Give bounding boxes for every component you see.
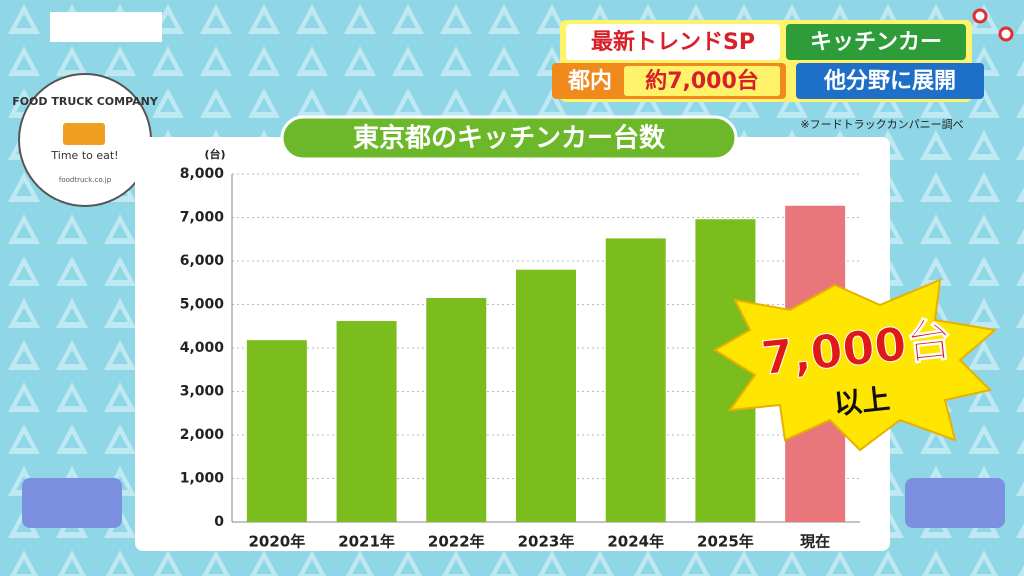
bar [246, 340, 307, 522]
y-tick-label: 0 [214, 514, 224, 530]
x-tick-label: 2025年 [697, 533, 754, 551]
tag-text: 都内 [567, 69, 612, 94]
y-tick-label: 1,000 [180, 471, 225, 487]
x-tick-label: 現在 [800, 533, 830, 551]
y-tick-label: 6,000 [180, 253, 225, 269]
icon [972, 8, 988, 24]
truck-illustration [22, 478, 122, 528]
callout-sub: 以上 [832, 382, 891, 421]
title-pill [280, 115, 738, 161]
logo-truck [63, 123, 105, 145]
headline: 最新トレンドSP キッチンカー 都内 約7,000台 他分野に展開 [552, 20, 984, 102]
burst [713, 278, 998, 452]
callout: 7,000台 以上 [713, 278, 998, 452]
y-tick-label: 5,000 [180, 297, 225, 313]
logo-url: foodtruck.co.jp [59, 176, 112, 184]
x-tick-label: 2023年 [518, 533, 575, 551]
bar [695, 219, 756, 523]
blank-box [50, 12, 162, 42]
bar [426, 297, 487, 522]
tag-box [624, 66, 780, 96]
y-tick-label: 8,000 [180, 166, 225, 182]
x-tick-label: 2022年 [428, 533, 485, 551]
tag-text: 約7,000台 [645, 68, 759, 94]
x-tick-label: 2024年 [607, 533, 664, 551]
y-tick-label: 3,000 [180, 384, 225, 400]
logo-name: FOOD TRUCK COMPANY [12, 95, 159, 108]
x-tick-label: 2021年 [338, 533, 395, 551]
icon [998, 26, 1014, 42]
y-tick-label: 7,000 [180, 210, 225, 226]
source-note: ※フードトラックカンパニー調べ [800, 117, 963, 131]
tag-text: 最新トレンドSP [591, 29, 755, 55]
tag-text: キッチンカー [810, 30, 942, 55]
bar [605, 238, 666, 522]
y-tick-label: 4,000 [180, 340, 225, 356]
tag-box [566, 24, 780, 60]
bar [336, 321, 397, 522]
tag-box [796, 63, 984, 99]
y-unit: (台) [204, 147, 225, 161]
bar [516, 269, 576, 522]
plot: 0 1,000 2,000 3,000 4,000 5,000 6,000 7,000 8,00… [180, 166, 860, 551]
x-tick-label: 2020年 [248, 533, 305, 551]
y-tick-label: 2,000 [180, 427, 225, 443]
logo-slogan: Time to eat! [50, 149, 118, 162]
chart-title: 東京都のキッチンカー台数 [353, 123, 666, 154]
tag-text: 他分野に展開 [823, 69, 956, 94]
tag-box [786, 24, 966, 60]
truck-illustration [905, 478, 1005, 528]
